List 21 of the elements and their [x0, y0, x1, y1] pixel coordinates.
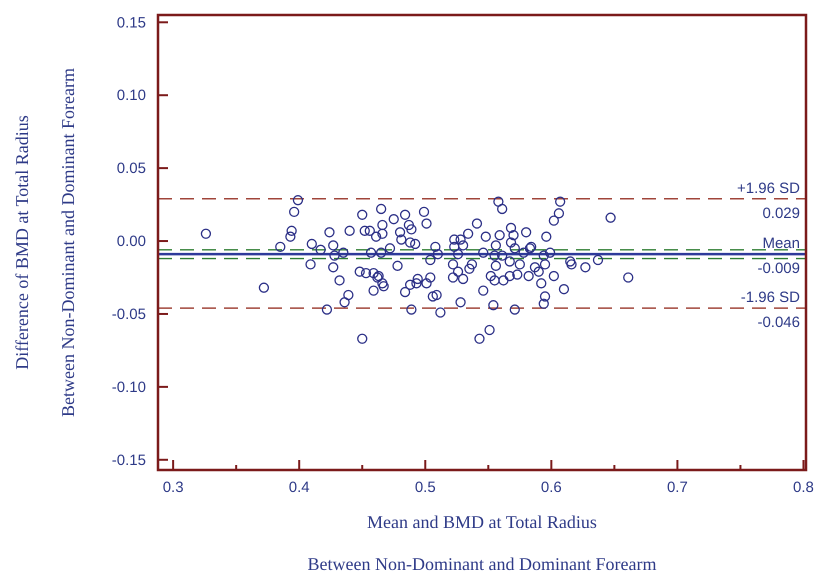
- text: Difference of BMD at Total Radius Between Non-Dominant and Dominant Forearm: [12, 68, 78, 417]
- text: Mean and BMD at Total Radius Between Non-Dominant and Dominant Forearm: [308, 512, 656, 573]
- annotation: -0.046: [757, 314, 800, 332]
- x-tick-label: 0.8: [793, 479, 814, 496]
- annotation: 0.029: [762, 204, 800, 222]
- y-tick-label: -0.10: [112, 378, 146, 396]
- ref-line-label: +1.96 SD: [737, 180, 800, 197]
- x-tick-label: 0.5: [414, 479, 436, 496]
- x-tick-label: 0.6: [540, 479, 562, 496]
- annotation: -0.009: [757, 260, 800, 278]
- y-tick-label: 0.05: [116, 160, 146, 178]
- y-tick-label: 0.15: [116, 14, 146, 32]
- x-tick-label: 0.7: [666, 479, 688, 496]
- x-tick-label: 0.3: [162, 479, 184, 496]
- y-tick-label: 0.10: [116, 87, 146, 104]
- y-tick-label: -0.15: [112, 452, 146, 469]
- x-tick-label: 0.4: [288, 479, 310, 496]
- y-tick-label: 0.00: [116, 233, 146, 250]
- ref-line-label: Mean: [762, 235, 800, 252]
- ref-line-label: -1.96 SD: [740, 289, 800, 306]
- y-tick-label: -0.05: [112, 306, 146, 323]
